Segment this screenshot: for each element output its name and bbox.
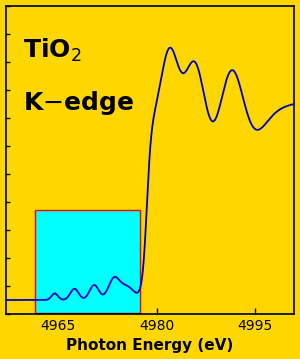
Text: K$-$edge: K$-$edge — [23, 89, 134, 117]
Bar — [35, 210, 140, 313]
X-axis label: Photon Energy (eV): Photon Energy (eV) — [66, 339, 234, 354]
Text: TiO$_2$: TiO$_2$ — [23, 36, 81, 64]
